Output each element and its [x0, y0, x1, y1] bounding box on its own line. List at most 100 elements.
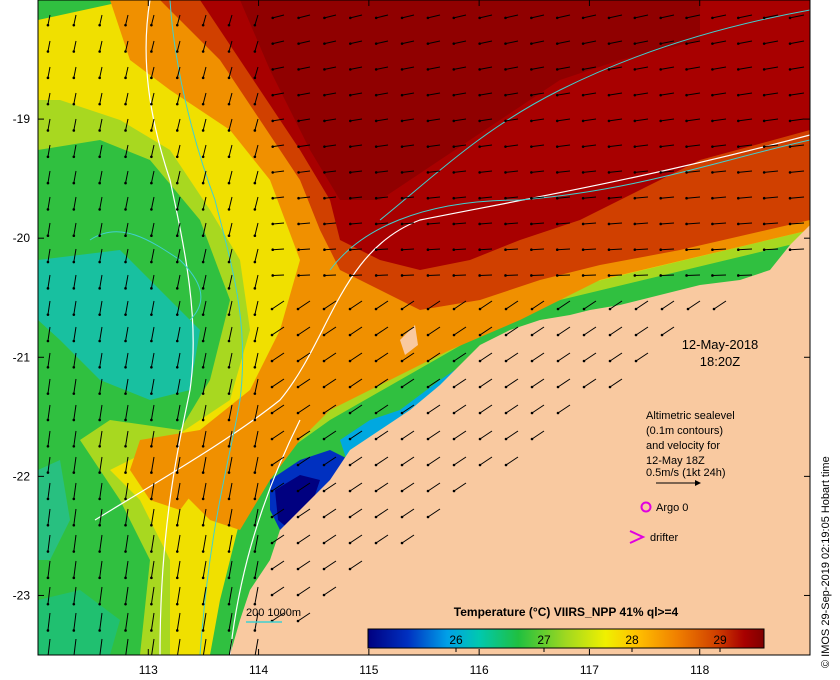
velocity-arrow: [557, 300, 571, 310]
velocity-arrow: [402, 248, 415, 251]
velocity-arrow-head: [504, 463, 508, 467]
velocity-arrow-head: [400, 171, 404, 174]
velocity-arrow-head: [175, 602, 179, 606]
velocity-arrow: [125, 222, 129, 236]
velocity-arrow: [764, 144, 779, 148]
velocity-arrow: [635, 300, 649, 310]
velocity-arrow-head: [227, 129, 231, 132]
velocity-arrow: [125, 92, 129, 105]
velocity-arrow-head: [150, 155, 153, 159]
velocity-arrow: [228, 196, 233, 210]
velocity-arrow-head: [271, 93, 275, 97]
velocity-arrow: [254, 66, 259, 78]
velocity-arrow-head: [175, 181, 179, 185]
velocity-arrow: [176, 482, 181, 499]
velocity-arrow-head: [72, 471, 76, 474]
velocity-arrow: [401, 352, 415, 362]
velocity-arrow-head: [72, 181, 76, 185]
velocity-arrow: [272, 196, 285, 199]
velocity-arrow: [202, 14, 207, 26]
velocity-arrow: [789, 222, 805, 225]
velocity-arrow-head: [788, 42, 792, 45]
velocity-arrow-head: [227, 208, 231, 211]
velocity-arrow: [790, 248, 805, 251]
velocity-arrow: [150, 274, 155, 289]
velocity-arrow: [401, 326, 415, 336]
velocity-arrow: [202, 222, 207, 236]
velocity-arrow: [150, 118, 155, 131]
velocity-arrow: [789, 92, 805, 96]
velocity-arrow: [350, 40, 363, 45]
velocity-arrow: [323, 456, 337, 466]
velocity-arrow: [660, 66, 675, 70]
velocity-arrow: [712, 40, 727, 45]
velocity-arrow-head: [124, 629, 127, 632]
velocity-arrow: [712, 118, 727, 122]
velocity-arrow-head: [788, 145, 792, 148]
velocity-arrow-head: [504, 248, 507, 252]
velocity-arrow: [583, 92, 597, 96]
velocity-arrow: [176, 560, 181, 578]
velocity-arrow-head: [98, 576, 101, 580]
velocity-arrow: [686, 66, 701, 70]
velocity-arrow: [402, 196, 415, 199]
velocity-arrow-head: [72, 629, 76, 632]
velocity-arrow-head: [478, 359, 482, 363]
velocity-arrow-head: [762, 196, 766, 200]
velocity-arrow-head: [582, 385, 586, 389]
velocity-arrow-head: [253, 629, 257, 632]
velocity-arrow: [228, 248, 233, 263]
velocity-arrow-head: [452, 119, 456, 123]
velocity-arrow-head: [271, 145, 275, 148]
velocity-arrow: [531, 378, 545, 388]
velocity-arrow-head: [452, 42, 456, 45]
velocity-arrow: [712, 92, 727, 96]
velocity-arrow-head: [349, 16, 352, 20]
velocity-arrow: [47, 430, 51, 447]
velocity-arrow-head: [555, 274, 559, 277]
velocity-arrow-head: [426, 196, 430, 200]
velocity-arrow: [202, 196, 207, 210]
velocity-arrow-head: [201, 602, 205, 606]
velocity-arrow: [47, 404, 51, 421]
velocity-arrow-head: [478, 222, 481, 226]
velocity-arrow: [712, 14, 727, 19]
velocity-arrow: [427, 196, 441, 199]
velocity-arrow-head: [323, 248, 326, 252]
velocity-arrow: [150, 508, 155, 526]
velocity-arrow-head: [504, 307, 508, 311]
velocity-arrow-head: [322, 359, 326, 363]
velocity-arrow-head: [556, 359, 560, 363]
velocity-arrow: [176, 196, 181, 210]
velocity-arrow-head: [270, 489, 274, 493]
velocity-arrow-head: [227, 602, 231, 606]
velocity-arrow: [297, 586, 311, 596]
velocity-arrow: [375, 300, 389, 310]
velocity-arrow-head: [98, 234, 101, 238]
velocity-arrow-head: [452, 222, 456, 226]
velocity-arrow: [324, 92, 337, 96]
velocity-arrow-head: [73, 656, 76, 659]
velocity-arrow-head: [556, 385, 560, 389]
velocity-arrow-head: [478, 274, 481, 277]
velocity-arrow: [323, 300, 337, 310]
velocity-arrow: [401, 430, 415, 440]
velocity-arrow-head: [270, 515, 274, 519]
lat-tick-label: -19: [13, 112, 31, 126]
velocity-arrow-head: [452, 196, 456, 200]
velocity-arrow-head: [150, 576, 153, 580]
velocity-arrow: [608, 248, 623, 251]
velocity-arrow: [297, 352, 311, 362]
velocity-arrow: [150, 482, 155, 499]
velocity-arrow: [686, 14, 701, 19]
velocity-arrow-head: [737, 68, 740, 71]
velocity-arrow: [608, 222, 623, 225]
velocity-arrow: [505, 430, 519, 440]
velocity-arrow-head: [530, 437, 534, 441]
velocity-arrow-head: [530, 145, 533, 148]
velocity-arrow: [764, 248, 779, 251]
velocity-arrow-head: [124, 313, 127, 316]
velocity-arrow-head: [46, 102, 50, 106]
velocity-arrow: [254, 222, 259, 236]
velocity-arrow-head: [374, 93, 378, 97]
